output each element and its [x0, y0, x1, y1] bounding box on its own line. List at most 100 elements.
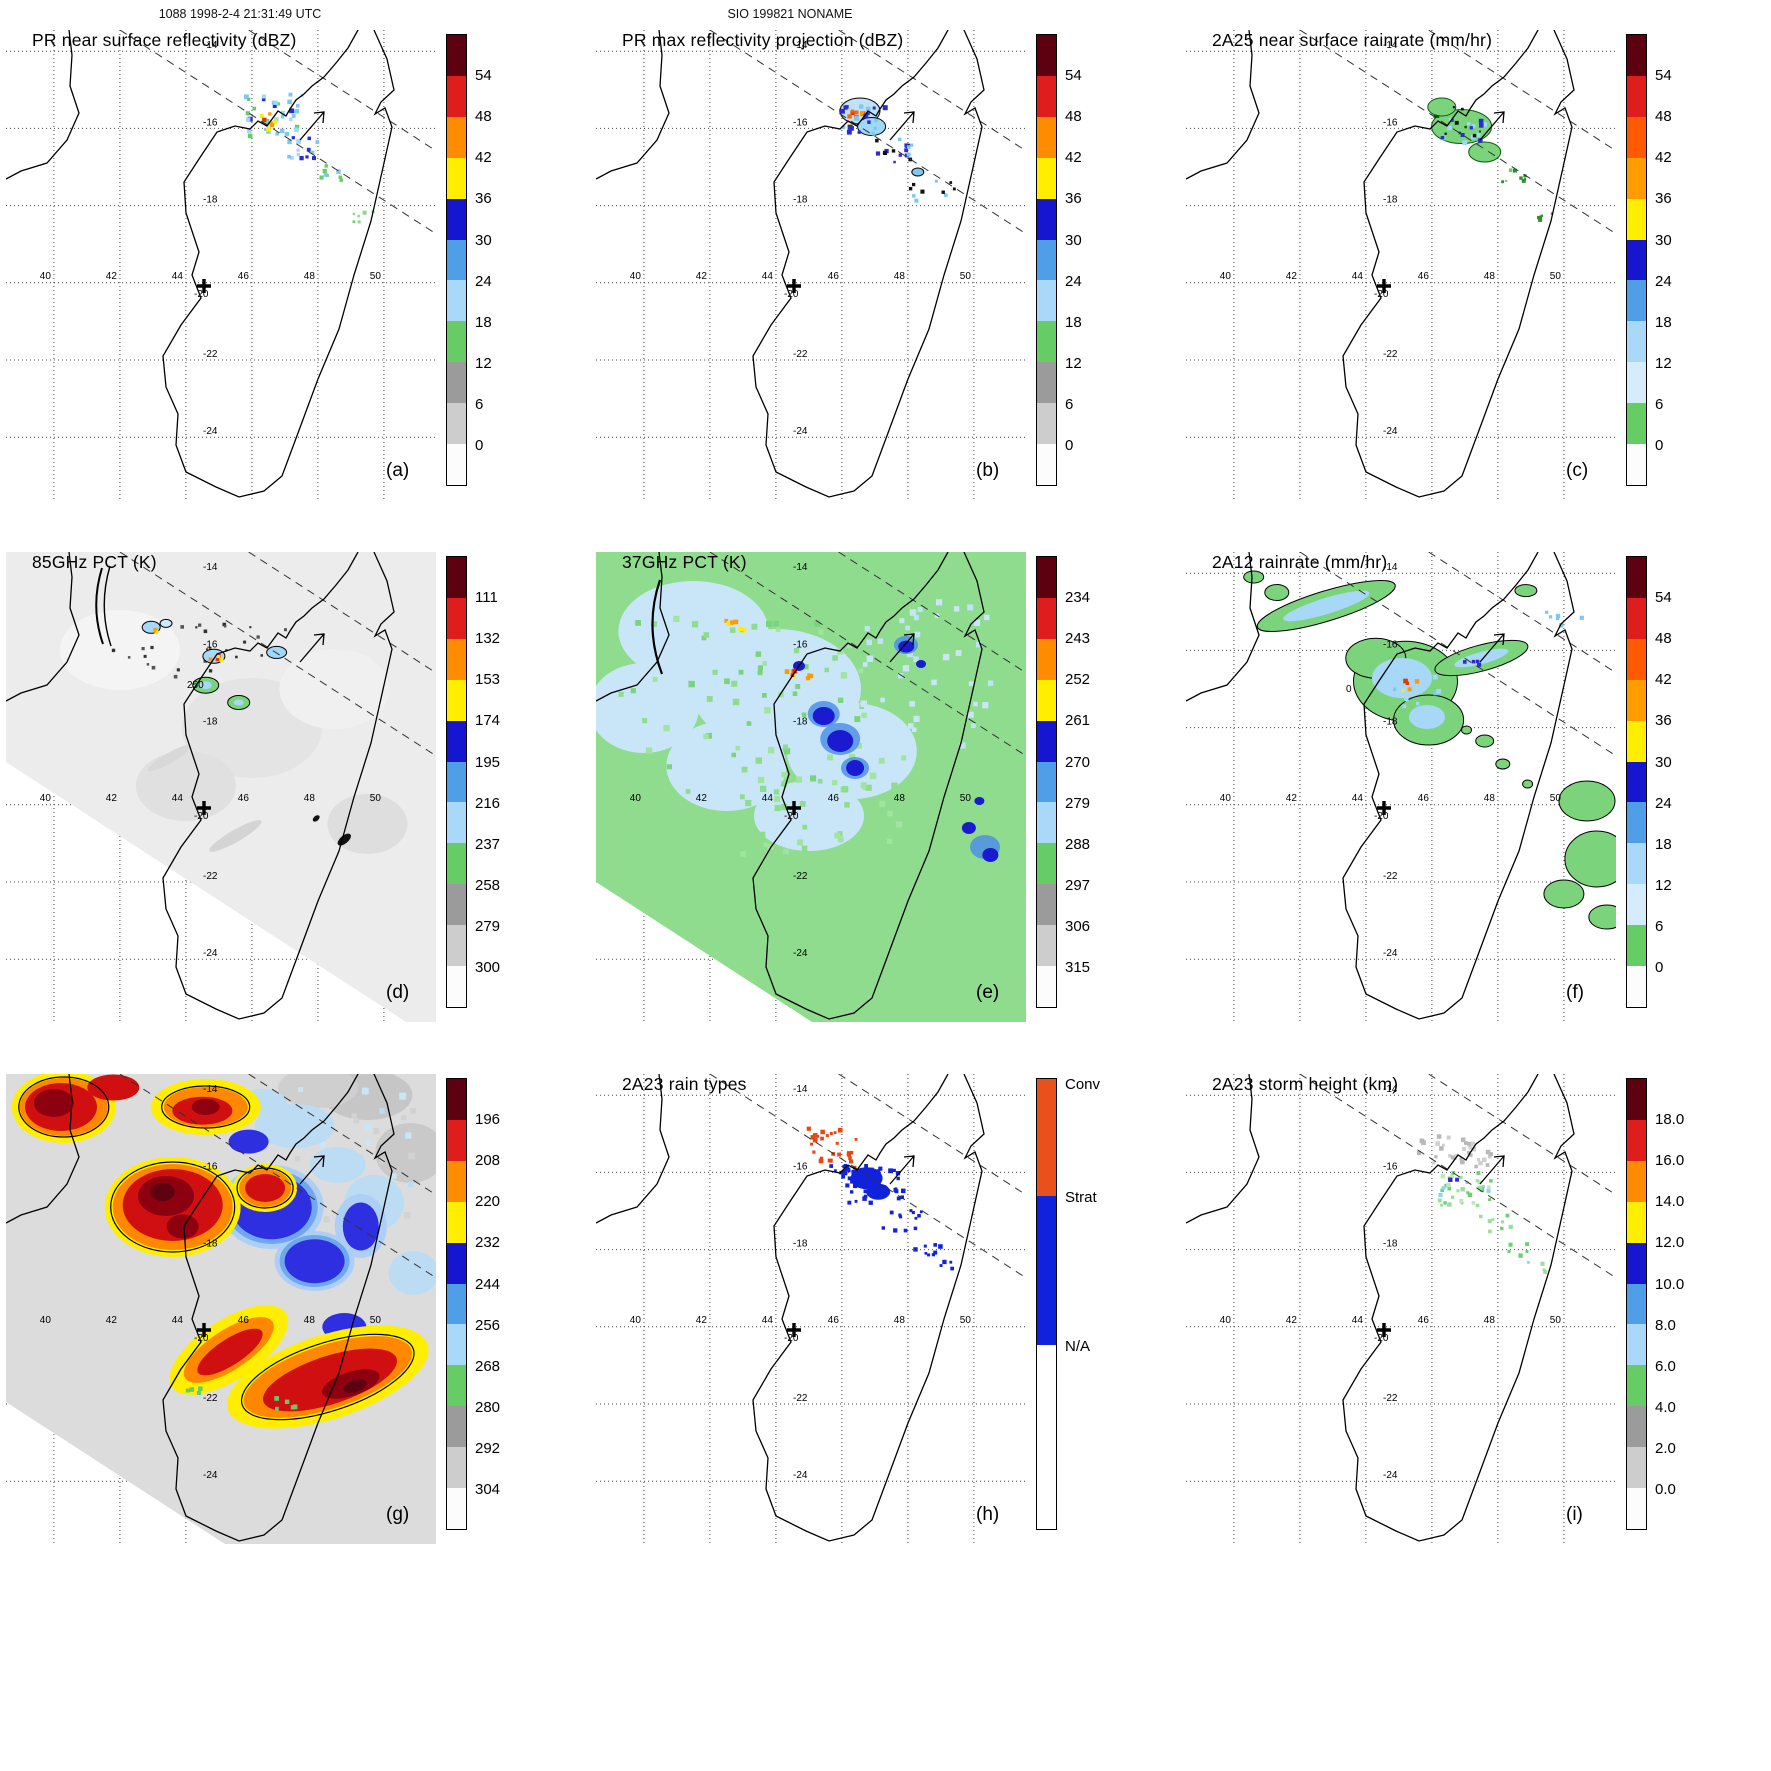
colorbar-tick: 10.0	[1655, 1275, 1685, 1293]
colorbar-bar	[1626, 34, 1647, 486]
colorbar-segment	[447, 1365, 466, 1407]
data-overlay	[243, 92, 375, 224]
colorbar: 54 48 42 36 30 24 18 12 6 0	[1036, 34, 1168, 486]
lon-tick-label: 46	[1418, 793, 1430, 804]
colorbar-segment	[447, 597, 466, 639]
colorbar-segment	[447, 1119, 466, 1161]
lon-tick-label: 50	[960, 271, 972, 282]
colorbar-tick: 24	[475, 272, 492, 290]
colorbar-segment	[1037, 239, 1056, 281]
colorbar-tick: 6	[1655, 917, 1664, 935]
colorbar-segment	[447, 239, 466, 281]
coastline	[1185, 29, 1575, 498]
colorbar-tick: 18.0	[1655, 1111, 1685, 1129]
lon-tick-label: 50	[370, 271, 382, 282]
map-holder: 40 42 44 46 48 50 -14 -16 -18 -20 -22 -24 0	[1185, 551, 1617, 1030]
lon-tick-label: 44	[1352, 793, 1364, 804]
panel-g: 40 42 44 46 48 50 -14 -16 -18 -20 -22 -24 (g) 196 20…	[0, 1070, 590, 1592]
lat-tick-label: -14	[793, 562, 808, 573]
coastline	[5, 551, 395, 1020]
lat-tick-label: -24	[203, 948, 218, 959]
data-overlay	[6, 552, 436, 1022]
colorbar-segment	[1627, 1365, 1646, 1407]
colorbar-tick: 6	[1655, 395, 1664, 413]
colorbar-segment	[1627, 843, 1646, 885]
colorbar-tick: 0	[1655, 436, 1664, 454]
lat-tick-label: -16	[793, 117, 808, 128]
colorbar-segment	[1037, 884, 1056, 926]
data-overlay	[806, 1126, 954, 1271]
coastline	[595, 1073, 985, 1542]
axis-labels: 40 42 44 46 48 50 -14 -16 -18 -20 -22 -24	[630, 1084, 972, 1481]
colorbar-tick: 0	[475, 436, 484, 454]
lat-tick-label: -16	[793, 639, 808, 650]
panel-letter: (i)	[1566, 1504, 1583, 1525]
data-overlay	[1243, 570, 1616, 930]
colorbar: Conv Strat N/A	[1036, 1076, 1168, 1530]
colorbar-segment	[447, 321, 466, 363]
axis-labels: 40 42 44 46 48 50 -14 -16 -18 -20 -22 -24	[1220, 562, 1562, 959]
lat-tick-label: -14	[203, 562, 218, 573]
swath-edge-lines	[1299, 1073, 1617, 1279]
colorbar-segment	[1037, 802, 1056, 844]
colorbar-tick: 0.0	[1655, 1480, 1676, 1498]
panel-letter: (h)	[976, 1504, 1000, 1525]
colorbar-tick: 288	[1065, 835, 1091, 853]
colorbar-tick: 315	[1065, 958, 1091, 976]
colorbar-tick: 42	[1065, 149, 1082, 167]
colorbar-tick: 292	[475, 1439, 501, 1457]
colorbar: 196 208 220 232 244 256 268 280 292 304	[446, 1078, 578, 1530]
colorbar-segment	[1627, 444, 1646, 485]
colorbar-tick: 30	[1655, 231, 1672, 249]
lon-tick-label: 42	[696, 793, 708, 804]
lat-tick-label: -22	[793, 871, 808, 882]
lat-tick-label: -18	[1383, 1239, 1398, 1250]
colorbar-tick: 12.0	[1655, 1234, 1685, 1252]
panel-letter: (a)	[386, 460, 410, 481]
panel-c: 40 42 44 46 48 50 -14 -16 -18 -20 -22 -24 2A25 near…	[1180, 26, 1770, 548]
lon-tick-label: 40	[1220, 793, 1232, 804]
lat-tick-label: -20	[1374, 1333, 1389, 1344]
swath-edge-lines	[709, 29, 1027, 235]
colorbar-segment	[1037, 597, 1056, 639]
colorbar-segment	[447, 403, 466, 445]
lon-tick-label: 46	[238, 271, 250, 282]
colorbar-tick: 54	[1655, 67, 1672, 85]
map-g: 40 42 44 46 48 50 -14 -16 -18 -20 -22 -24	[5, 1073, 437, 1544]
axis-labels: 40 42 44 46 48 50 -14 -16 -18 -20 -22 -24	[630, 562, 972, 959]
colorbar-tick: 12	[475, 354, 492, 372]
colorbar-tick: 174	[475, 712, 501, 730]
colorbar-segment	[447, 966, 466, 1007]
panel-title: 37GHz PCT (K)	[622, 552, 747, 572]
lat-tick-label: -20	[784, 289, 799, 300]
colorbar-segment	[1037, 403, 1056, 445]
lat-tick-label: -20	[194, 811, 209, 822]
lon-tick-label: 46	[1418, 271, 1430, 282]
colorbar-tick: 0	[1065, 436, 1074, 454]
lon-tick-label: 50	[1550, 793, 1562, 804]
lat-tick-label: -22	[1383, 871, 1398, 882]
swath-edge-lines	[709, 551, 1027, 757]
panel-h: 40 42 44 46 48 50 -14 -16 -18 -20 -22 -24 2A23 rain…	[590, 1070, 1180, 1592]
colorbar-tick: 30	[1655, 753, 1672, 771]
storm-center-mark	[1377, 801, 1391, 815]
colorbar-segment	[1627, 1160, 1646, 1202]
colorbar: 18.0 16.0 14.0 12.0 10.0 8.0 6.0 4.0 2.0 0.0	[1626, 1078, 1758, 1530]
map-holder: 40 42 44 46 48 50 -14 -16 -18 -20 -22 -24 250	[5, 551, 437, 1030]
lat-tick-label: -24	[203, 426, 218, 437]
graticule	[1186, 1074, 1616, 1544]
colorbar-tick: 18	[475, 313, 492, 331]
colorbar-segment	[1627, 679, 1646, 721]
lon-tick-label: 50	[960, 793, 972, 804]
lon-tick-label: 48	[304, 271, 316, 282]
colorbar-segment	[1627, 75, 1646, 117]
panel-e: 40 42 44 46 48 50 -14 -16 -18 -20 -22 -24 37GHz PCT…	[590, 548, 1180, 1070]
lon-tick-label: 46	[828, 1315, 840, 1326]
lat-tick-label: -20	[1374, 811, 1389, 822]
colorbar-segment	[1627, 1324, 1646, 1366]
colorbar-segment	[1037, 557, 1056, 598]
colorbar-segment	[1627, 884, 1646, 926]
lat-tick-label: -16	[793, 1161, 808, 1172]
lat-tick-label: -24	[793, 948, 808, 959]
colorbar-segment	[1037, 843, 1056, 885]
